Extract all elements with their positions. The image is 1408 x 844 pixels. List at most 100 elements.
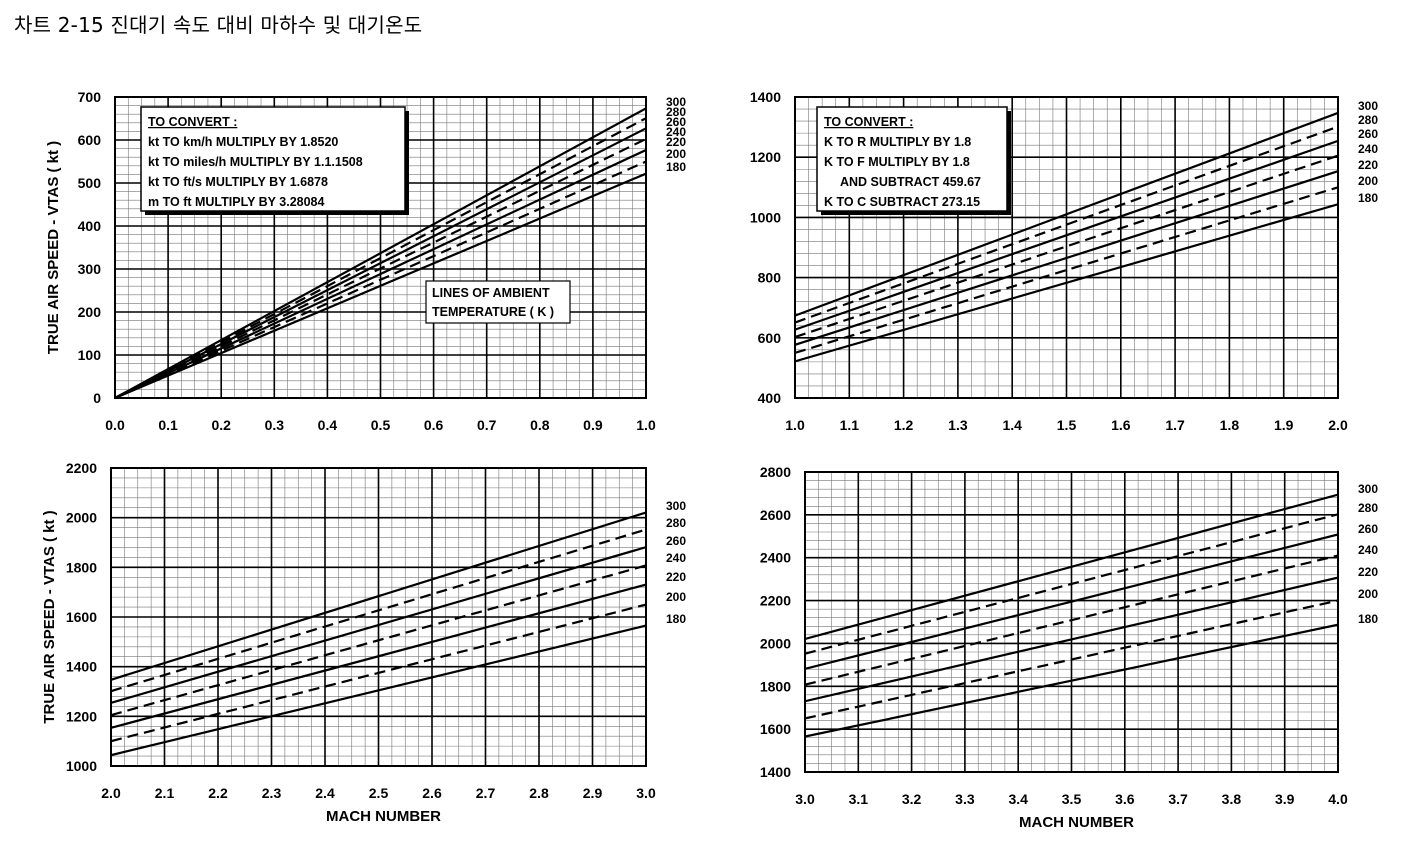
x-tick-label: 2.3 [262,785,282,801]
temperature-label: 280 [666,516,686,530]
series-line-240 [115,137,646,398]
x-tick-label: 2.4 [315,785,335,801]
x-tick-label: 3.0 [795,791,815,807]
temperature-label: 200 [1358,587,1378,601]
plot-frame [804,471,1339,773]
temperature-label: 220 [1358,565,1378,579]
series-line-200 [115,160,646,398]
x-tick-label: 0.6 [424,417,444,433]
series-line-240 [111,564,646,717]
note-line: K TO R MULTIPLY BY 1.8 [824,135,971,149]
temperature-label: 300 [666,95,686,109]
y-tick-label: 1200 [66,708,97,724]
chart-panel-4: 3.0 3.1 3.2 3.3 3.4 3.5 3.6 3.7 3.8 3.9 4.0 1400 160… [760,464,1379,831]
temperature-label: 180 [666,612,686,626]
x-tick-label: 0.8 [530,417,550,433]
x-tick-label: 2.7 [476,785,496,801]
y-tick-label: 800 [758,270,782,286]
x-tick-label: 1.0 [785,417,805,433]
x-tick-label: 2.5 [369,785,389,801]
x-tick-label: 3.3 [955,791,975,807]
y-tick-label: 2400 [760,550,791,566]
x-tick-label: 1.7 [1165,417,1185,433]
temperature-label: 240 [666,551,686,565]
series-line-240 [805,554,1338,686]
series-line-260 [795,139,1338,331]
series-line-180 [115,172,646,398]
x-tick-label: 3.5 [1062,791,1082,807]
temperature-label: 200 [1358,174,1378,188]
note-line: m TO ft MULTIPLY BY 3.28084 [148,195,325,209]
y-tick-label: 2200 [760,593,791,609]
series-line-180 [795,203,1338,363]
note-line: K TO C SUBTRACT 273.15 [824,195,980,209]
note-line: K TO F MULTIPLY BY 1.8 [824,155,970,169]
series-line-200 [805,599,1338,720]
y-tick-label: 1400 [760,764,791,780]
y-tick-label: 1800 [66,559,97,575]
x-tick-label: 0.9 [583,417,603,433]
note-heading: TO CONVERT : [148,115,237,129]
x-tick-label: 3.8 [1222,791,1242,807]
y-tick-label: 1600 [66,609,97,625]
y-tick-label: 400 [78,218,102,234]
series-line-180 [111,624,646,757]
temperature-label: 280 [1358,113,1378,127]
x-tick-label: 0.0 [105,417,125,433]
x-tick-label: 2.9 [583,785,603,801]
y-tick-label: 1400 [750,89,781,105]
y-tick-label: 400 [758,390,782,406]
plot-frame [114,96,647,399]
y-tick-label: 1800 [760,678,791,694]
temperature-label: 300 [666,499,686,513]
y-tick-label: 2800 [760,464,791,480]
y-tick-label: 2000 [760,635,791,651]
series-line-260 [115,127,646,398]
note-line: kt TO km/h MULTIPLY BY 1.8520 [148,135,338,149]
plot-frame [110,467,647,767]
series-line-260 [111,546,646,704]
conversion-note-speed: TO CONVERT : kt TO km/h MULTIPLY BY 1.852… [140,106,409,215]
series-line-300 [115,107,646,398]
x-tick-label: 1.3 [948,417,968,433]
y-tick-label: 500 [78,175,102,191]
temperature-label: 240 [666,125,686,139]
chart-panel-3: 2.0 2.1 2.2 2.3 2.4 2.5 2.6 2.7 2.8 2.9 3.0 1000 120… [41,460,686,825]
x-tick-label: 3.4 [1008,791,1028,807]
temperature-label: 180 [1358,612,1378,626]
x-tick-label: 3.1 [849,791,869,807]
y-tick-label: 1600 [760,721,791,737]
series-line-220 [805,576,1338,703]
x-axis-title: MACH NUMBER [1019,814,1134,831]
temperature-label: 260 [1358,127,1378,141]
temperature-label: 280 [1358,501,1378,515]
temperature-label: 280 [666,105,686,119]
series-line-300 [795,111,1338,317]
note-line: AND SUBTRACT 459.67 [840,175,981,189]
series-line-300 [805,493,1338,641]
y-tick-label: 700 [78,89,102,105]
x-tick-label: 3.9 [1275,791,1295,807]
y-tick-label: 1200 [750,149,781,165]
temperature-label: 260 [1358,522,1378,536]
x-tick-label: 2.6 [422,785,442,801]
temperature-label: 240 [1358,543,1378,557]
annotation-line: LINES OF AMBIENT [432,286,550,300]
x-tick-label: 0.3 [265,417,285,433]
x-tick-label: 2.0 [1328,417,1348,433]
x-tick-label: 2.1 [155,785,175,801]
note-line: kt TO miles/h MULTIPLY BY 1.1.1508 [148,155,363,169]
x-tick-label: 4.0 [1328,791,1348,807]
y-tick-label: 600 [78,132,102,148]
y-tick-label: 0 [93,390,101,406]
x-tick-label: 1.9 [1274,417,1294,433]
x-tick-label: 1.2 [894,417,914,433]
x-tick-label: 3.7 [1168,791,1188,807]
temperature-label: 200 [666,147,686,161]
note-line: kt TO ft/s MULTIPLY BY 1.6878 [148,175,328,189]
x-tick-label: 2.0 [101,785,121,801]
annotation-box [425,280,571,324]
x-tick-label: 1.8 [1220,417,1240,433]
y-tick-label: 1000 [66,758,97,774]
